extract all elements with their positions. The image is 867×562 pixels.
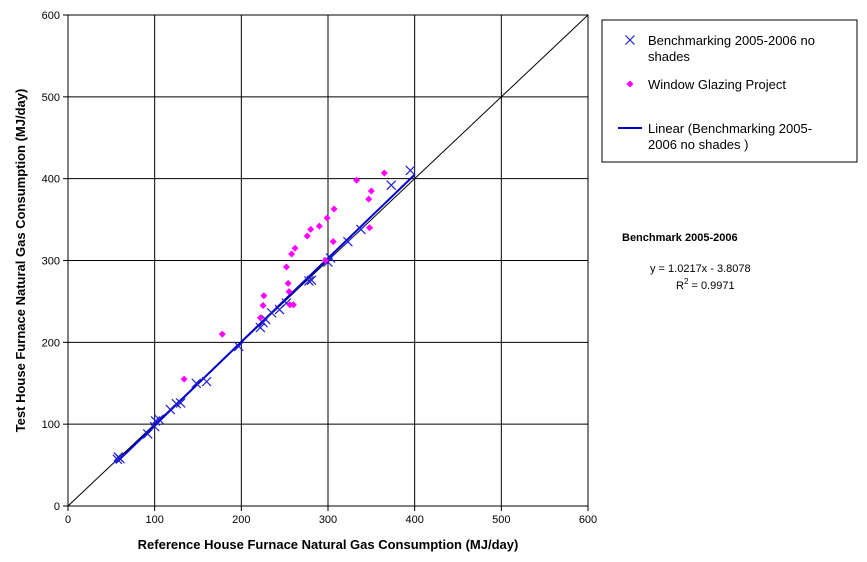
x-axis-title: Reference House Furnace Natural Gas Cons…	[138, 537, 519, 552]
benchmark-point	[406, 166, 415, 175]
legend-label: Benchmarking 2005-2006 no	[648, 33, 815, 48]
glazing-point	[331, 205, 338, 212]
data-points	[113, 166, 415, 464]
x-tick-label: 500	[492, 514, 510, 526]
glazing-point	[304, 232, 311, 239]
y-tick-label: 300	[42, 256, 60, 268]
benchmark-point	[202, 377, 211, 386]
glazing-point	[316, 223, 323, 230]
glazing-point	[307, 226, 314, 233]
benchmark-point	[387, 181, 396, 190]
glazing-point	[353, 177, 360, 184]
glazing-point	[288, 250, 295, 257]
y-tick-label: 0	[54, 501, 60, 513]
glazing-point	[260, 292, 267, 299]
glazing-point	[283, 264, 290, 271]
regression-annotation: Benchmark 2005-2006 y = 1.0217x - 3.8078…	[622, 232, 751, 292]
y-tick-label: 200	[42, 337, 60, 349]
x-tick-label: 0	[65, 514, 71, 526]
legend-label: Linear (Benchmarking 2005-	[648, 121, 812, 136]
glazing-point	[381, 169, 388, 176]
glazing-point	[330, 238, 337, 245]
x-tick-label: 100	[145, 514, 163, 526]
y-tick-label: 100	[42, 419, 60, 431]
annotation-title: Benchmark 2005-2006	[622, 232, 738, 244]
glazing-point	[292, 245, 299, 252]
glazing-point	[219, 331, 226, 338]
benchmark-point	[267, 308, 276, 317]
glazing-point	[285, 280, 292, 287]
y-tick-label: 600	[42, 10, 60, 22]
glazing-point	[260, 302, 267, 309]
x-tick-label: 400	[405, 514, 423, 526]
legend-label: shades	[648, 49, 690, 64]
x-tick-label: 200	[232, 514, 250, 526]
legend-label: Window Glazing Project	[648, 77, 786, 92]
y-tick-label: 500	[42, 92, 60, 104]
x-tick-label: 300	[319, 514, 337, 526]
x-tick-label: 600	[579, 514, 597, 526]
annotation-r-squared: R2 = 0.9971	[676, 277, 735, 292]
glazing-point	[365, 196, 372, 203]
annotation-equation: y = 1.0217x - 3.8078	[650, 263, 751, 275]
legend-label: 2006 no shades )	[648, 137, 748, 152]
y-tick-label: 400	[42, 174, 60, 186]
glazing-point	[324, 214, 331, 221]
r2-prefix: R	[676, 280, 684, 292]
glazing-point	[366, 224, 373, 231]
y-axis-title: Test House Furnace Natural Gas Consumpti…	[13, 89, 28, 433]
glazing-point	[368, 187, 375, 194]
r2-value: = 0.9971	[688, 280, 734, 292]
glazing-point	[181, 376, 188, 383]
